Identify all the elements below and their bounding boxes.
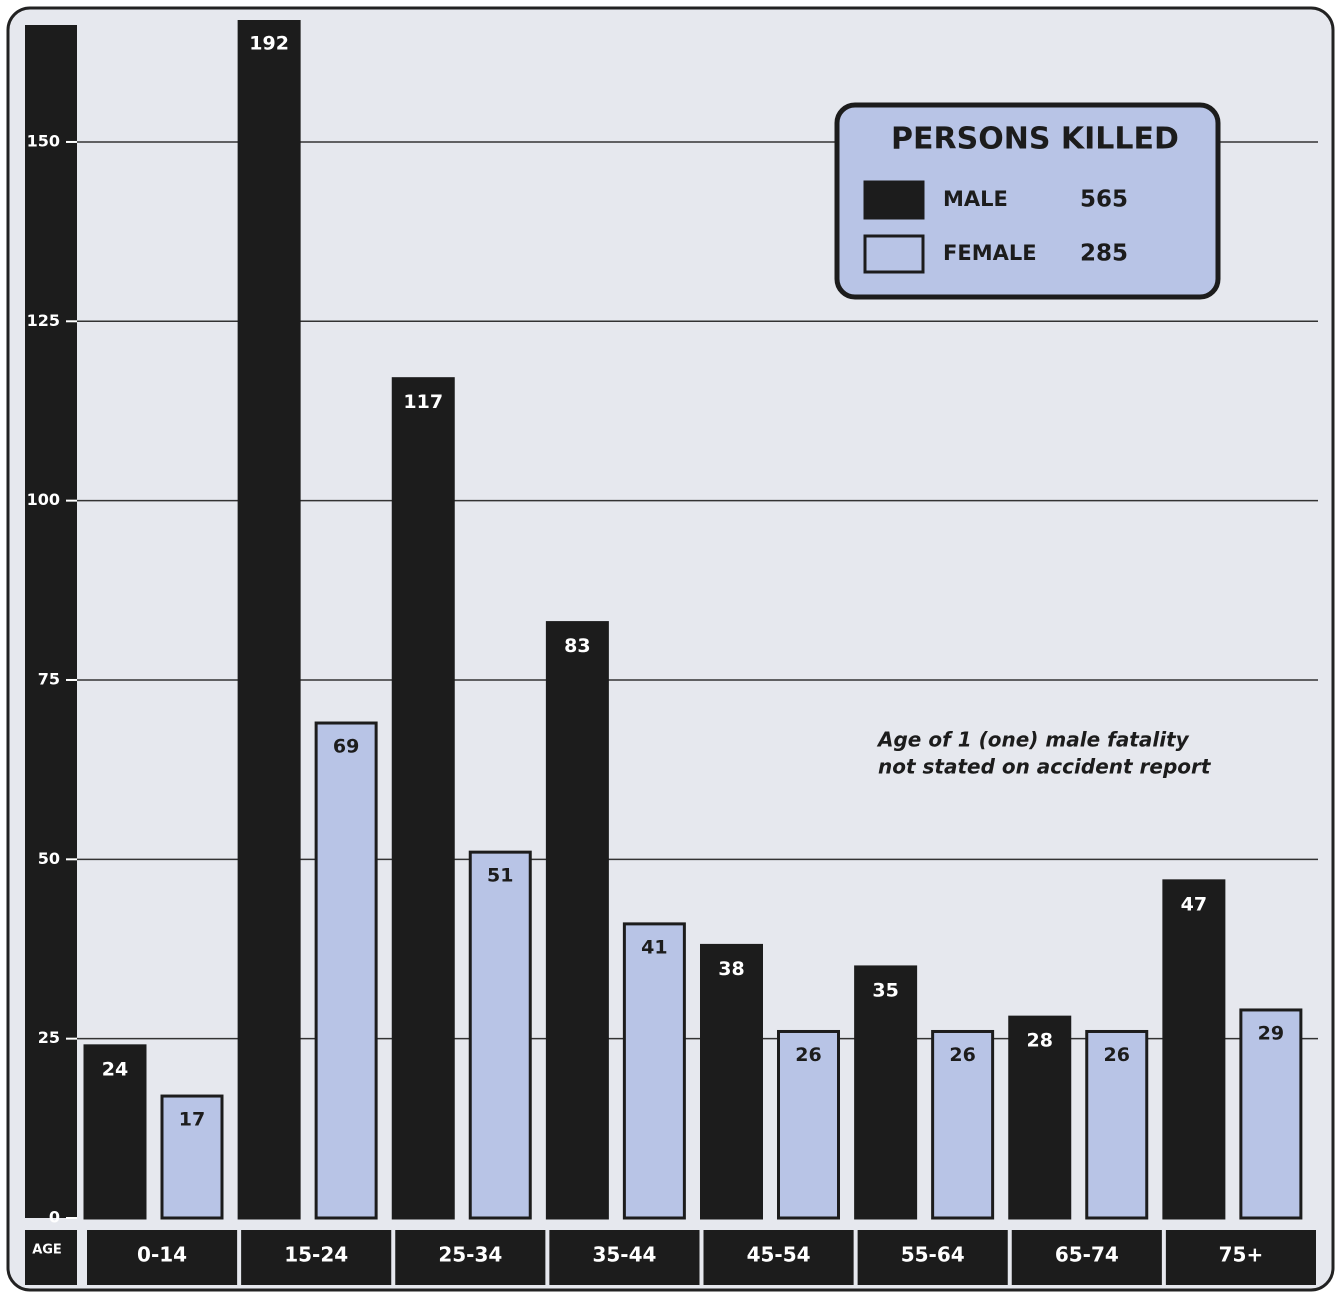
x-tick-label: 55-64 — [901, 1243, 965, 1267]
page: AGE 0 25 50 75 100 125 150 24 17 192 69 117 51 83 41 3… — [0, 0, 1341, 1302]
y-tick-label: 0 — [49, 1208, 60, 1227]
value-label: 28 — [1027, 1030, 1053, 1052]
value-label: 17 — [179, 1109, 205, 1131]
value-label: 69 — [333, 736, 359, 758]
value-label: 117 — [403, 391, 443, 413]
value-label: 26 — [949, 1044, 975, 1066]
annotation: not stated on accident report — [878, 755, 1212, 779]
bar — [393, 379, 453, 1218]
chart: AGE 0 25 50 75 100 125 150 24 17 192 69 117 51 83 41 3… — [0, 0, 1341, 1298]
bar — [239, 0, 299, 1218]
bar — [316, 723, 376, 1218]
value-label: 26 — [795, 1044, 821, 1066]
bar — [1164, 881, 1224, 1218]
x-tick-label: 45-54 — [747, 1243, 811, 1267]
y-tick-label: 75 — [38, 669, 60, 688]
y-tick-label: 50 — [38, 849, 60, 868]
y-tick-label: 150 — [27, 131, 60, 150]
bar — [702, 945, 762, 1218]
value-label: 29 — [1258, 1022, 1284, 1044]
x-tick-label: 25-34 — [438, 1243, 502, 1267]
y-tick-label: 25 — [38, 1028, 60, 1047]
value-label: 26 — [1104, 1044, 1130, 1066]
x-tick-label: 65-74 — [1055, 1243, 1119, 1267]
annotation: Age of 1 (one) male fatality — [876, 728, 1190, 752]
x-label-box — [25, 1230, 77, 1285]
value-label: 51 — [487, 865, 513, 887]
x-axis-label: AGE — [32, 1243, 62, 1258]
legend-title: PERSONS KILLED — [891, 122, 1179, 157]
x-tick-label: 15-24 — [284, 1243, 348, 1267]
legend-swatch — [865, 182, 923, 218]
bar — [470, 852, 530, 1218]
legend-label: MALE — [943, 187, 1008, 211]
legend-label: FEMALE — [943, 241, 1037, 265]
bar — [547, 623, 607, 1218]
bar — [624, 924, 684, 1218]
legend: PERSONS KILLED MALE 565 FEMALE 285 — [837, 105, 1218, 297]
value-label: 38 — [718, 958, 744, 980]
value-label: 192 — [249, 33, 289, 55]
x-tick-label: 75+ — [1219, 1243, 1264, 1267]
x-tick-label: 35-44 — [592, 1243, 656, 1267]
value-label: 41 — [641, 936, 667, 958]
y-tick-label: 125 — [27, 311, 60, 330]
legend-total: 285 — [1080, 241, 1128, 267]
legend-total: 565 — [1080, 187, 1128, 213]
value-label: 24 — [102, 1058, 128, 1080]
value-label: 47 — [1181, 893, 1207, 915]
value-label: 83 — [564, 635, 590, 657]
x-tick-label: 0-14 — [137, 1243, 187, 1267]
legend-swatch — [865, 236, 923, 272]
value-label: 35 — [872, 979, 898, 1001]
y-tick-label: 100 — [27, 490, 60, 509]
bar — [856, 967, 916, 1218]
